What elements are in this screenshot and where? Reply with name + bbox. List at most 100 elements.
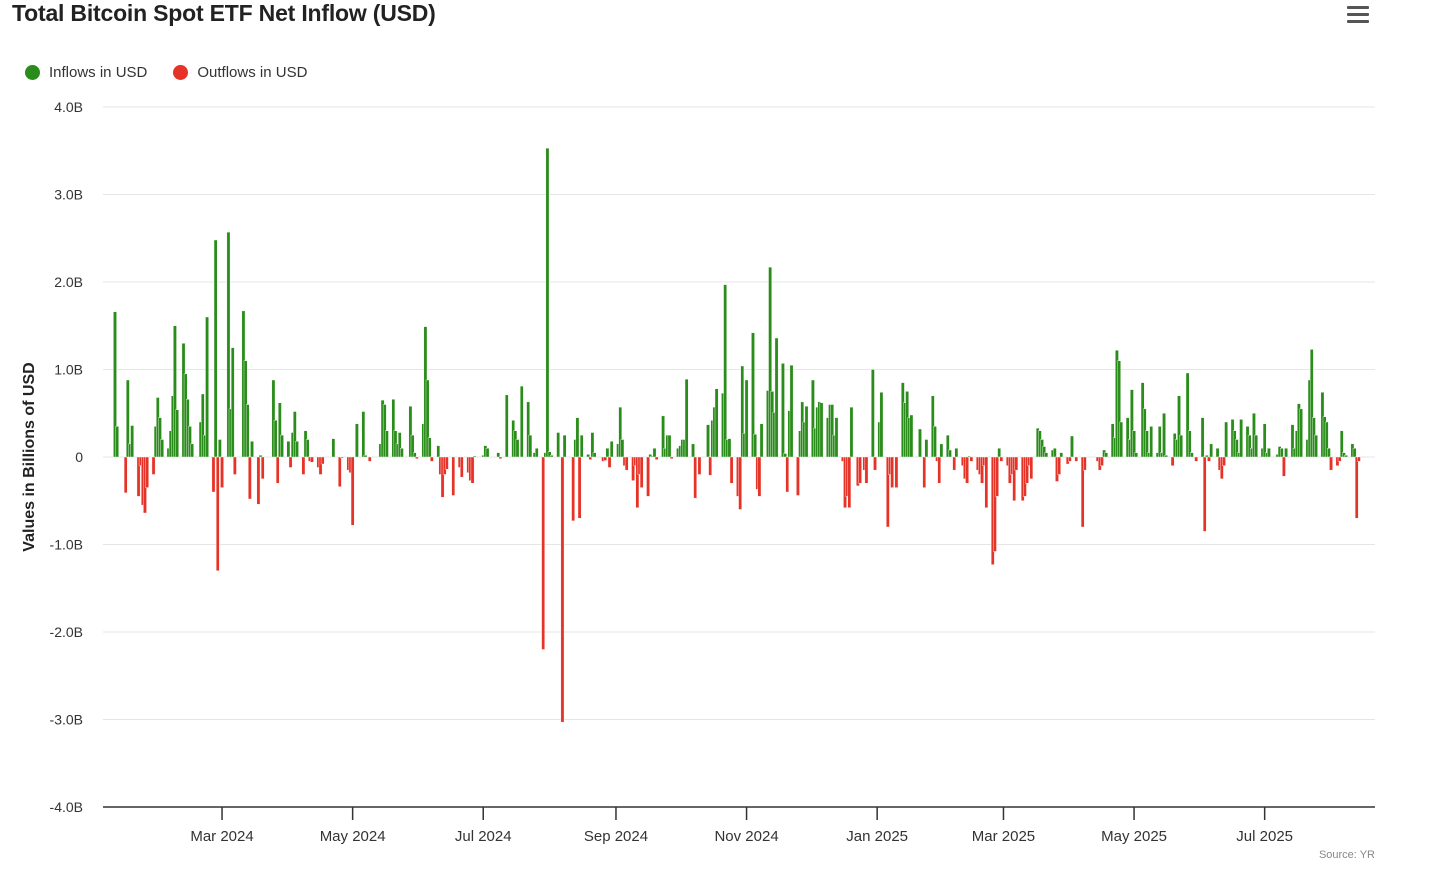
bar-outflow[interactable] bbox=[310, 456, 314, 463]
bar-outflow[interactable] bbox=[993, 456, 997, 552]
bar-outflow[interactable] bbox=[1354, 456, 1359, 519]
bar-inflow[interactable] bbox=[496, 452, 501, 458]
bar-outflow[interactable] bbox=[560, 456, 565, 723]
bar-outflow[interactable] bbox=[1012, 456, 1016, 501]
bar-inflow[interactable] bbox=[830, 404, 834, 458]
bar-outflow[interactable] bbox=[952, 456, 957, 471]
bar-outflow[interactable] bbox=[367, 456, 372, 462]
bar-outflow[interactable] bbox=[445, 456, 449, 470]
bar-inflow[interactable] bbox=[759, 423, 764, 458]
bar-inflow[interactable] bbox=[804, 406, 809, 458]
bar-inflow[interactable] bbox=[652, 448, 657, 458]
bar-inflow[interactable] bbox=[1149, 426, 1153, 458]
bar-inflow[interactable] bbox=[547, 451, 552, 458]
bar-inflow[interactable] bbox=[1177, 395, 1181, 458]
bar-inflow[interactable] bbox=[1339, 430, 1344, 458]
bar-outflow[interactable] bbox=[654, 456, 659, 460]
bar-outflow[interactable] bbox=[577, 456, 582, 519]
bar-inflow[interactable] bbox=[1267, 448, 1271, 458]
bar-inflow[interactable] bbox=[1070, 435, 1074, 458]
bar-inflow[interactable] bbox=[230, 347, 235, 458]
bar-outflow[interactable] bbox=[631, 456, 635, 481]
bar-outflow[interactable] bbox=[440, 456, 445, 498]
bar-inflow[interactable] bbox=[648, 454, 653, 458]
bar-inflow[interactable] bbox=[130, 425, 134, 458]
bar-outflow[interactable] bbox=[136, 456, 141, 497]
bar-outflow[interactable] bbox=[886, 456, 890, 528]
bar-inflow[interactable] bbox=[400, 448, 404, 458]
bar-outflow[interactable] bbox=[646, 456, 650, 497]
bar-inflow[interactable] bbox=[126, 379, 130, 458]
bar-outflow[interactable] bbox=[1057, 456, 1061, 475]
bar-outflow[interactable] bbox=[785, 456, 790, 493]
bar-inflow[interactable] bbox=[218, 439, 222, 458]
bar-inflow[interactable] bbox=[774, 337, 779, 458]
bar-inflow[interactable] bbox=[879, 392, 884, 458]
bar-inflow[interactable] bbox=[175, 409, 179, 458]
bar-outflow[interactable] bbox=[1282, 456, 1286, 477]
bar-inflow[interactable] bbox=[1162, 413, 1166, 458]
bar-outflow[interactable] bbox=[980, 456, 984, 484]
bar-outflow[interactable] bbox=[708, 456, 712, 476]
bar-outflow[interactable] bbox=[894, 456, 899, 488]
bar-inflow[interactable] bbox=[250, 441, 254, 458]
bar-inflow[interactable] bbox=[781, 363, 785, 458]
bar-inflow[interactable] bbox=[280, 434, 284, 458]
bar-inflow[interactable] bbox=[727, 438, 732, 458]
bar-inflow[interactable] bbox=[385, 430, 389, 458]
bar-outflow[interactable] bbox=[1207, 456, 1211, 462]
bar-outflow[interactable] bbox=[984, 456, 989, 508]
bar-inflow[interactable] bbox=[425, 379, 430, 458]
bar-inflow[interactable] bbox=[1044, 452, 1049, 458]
bar-inflow[interactable] bbox=[783, 453, 787, 458]
bar-outflow[interactable] bbox=[1220, 456, 1224, 480]
bar-outflow[interactable] bbox=[1202, 456, 1207, 532]
bar-inflow[interactable] bbox=[1104, 452, 1109, 458]
bar-outflow[interactable] bbox=[248, 456, 252, 500]
bar-outflow[interactable] bbox=[693, 456, 697, 499]
bar-inflow[interactable] bbox=[1132, 430, 1136, 458]
bar-outflow[interactable] bbox=[937, 456, 942, 484]
bar-inflow[interactable] bbox=[997, 448, 1001, 458]
bar-outflow[interactable] bbox=[151, 456, 156, 475]
bar-inflow[interactable] bbox=[819, 402, 824, 458]
bar-outflow[interactable] bbox=[873, 456, 877, 471]
bar-outflow[interactable] bbox=[350, 456, 355, 526]
bar-outflow[interactable] bbox=[1080, 456, 1085, 528]
bar-inflow[interactable] bbox=[789, 364, 794, 458]
bar-outflow[interactable] bbox=[796, 456, 800, 496]
bar-inflow[interactable] bbox=[1185, 372, 1190, 458]
bar-outflow[interactable] bbox=[318, 456, 323, 475]
bar-inflow[interactable] bbox=[427, 437, 432, 458]
legend-item-inflows[interactable]: Inflows in USD bbox=[25, 64, 147, 81]
bar-inflow[interactable] bbox=[592, 452, 597, 458]
bar-inflow[interactable] bbox=[278, 402, 282, 458]
bar-inflow[interactable] bbox=[1239, 419, 1243, 458]
bar-inflow[interactable] bbox=[1344, 455, 1348, 458]
bar-outflow[interactable] bbox=[415, 456, 419, 459]
bar-inflow[interactable] bbox=[618, 406, 623, 458]
bar-inflow[interactable] bbox=[1053, 448, 1057, 458]
bar-inflow[interactable] bbox=[113, 311, 117, 458]
bar-inflow[interactable] bbox=[1205, 455, 1209, 458]
bar-inflow[interactable] bbox=[408, 406, 413, 458]
bar-inflow[interactable] bbox=[1209, 443, 1213, 458]
bar-inflow[interactable] bbox=[590, 432, 595, 458]
bar-inflow[interactable] bbox=[286, 441, 291, 458]
bar-inflow[interactable] bbox=[1279, 448, 1284, 458]
bar-inflow[interactable] bbox=[160, 439, 164, 458]
bar-inflow[interactable] bbox=[515, 439, 520, 458]
bar-inflow[interactable] bbox=[562, 434, 567, 458]
bar-outflow[interactable] bbox=[847, 456, 852, 508]
bar-outflow[interactable] bbox=[965, 456, 969, 484]
bar-inflow[interactable] bbox=[744, 379, 749, 458]
bar-outflow[interactable] bbox=[498, 456, 503, 459]
bar-inflow[interactable] bbox=[1284, 448, 1288, 458]
bar-outflow[interactable] bbox=[275, 456, 280, 484]
bar-inflow[interactable] bbox=[667, 434, 672, 458]
bar-inflow[interactable] bbox=[1125, 417, 1130, 458]
bar-outflow[interactable] bbox=[738, 456, 742, 510]
bar-inflow[interactable] bbox=[397, 432, 402, 458]
bar-outflow[interactable] bbox=[233, 456, 237, 475]
bar-inflow[interactable] bbox=[273, 420, 278, 458]
